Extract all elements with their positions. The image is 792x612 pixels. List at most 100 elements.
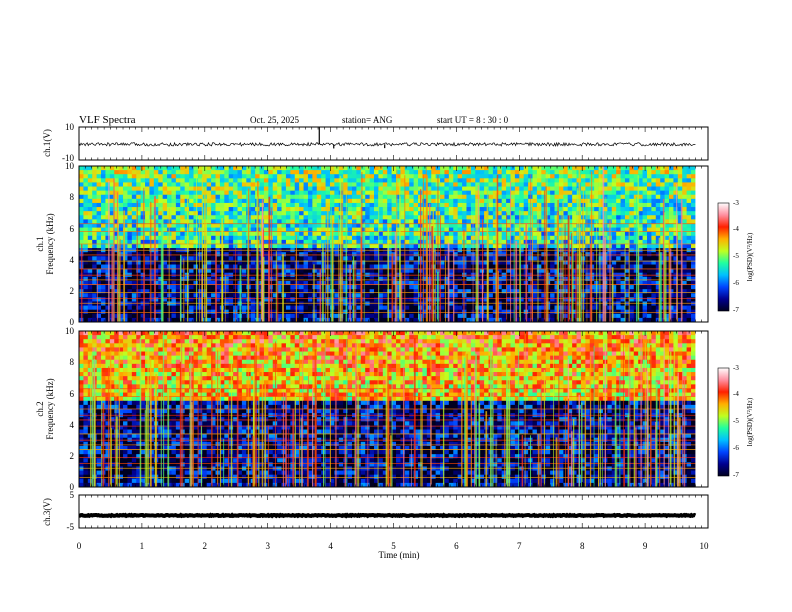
spectrogram-cell (545, 235, 551, 241)
spectrogram-cell (123, 235, 128, 241)
spectrogram-cell (109, 186, 115, 192)
spectrogram-cell (365, 194, 370, 200)
spectrogram-cell (413, 198, 419, 204)
spectrogram-cell (211, 178, 216, 183)
spectrogram-cell (197, 244, 203, 249)
spectrogram-cell (374, 182, 379, 187)
spectrogram-cell (378, 194, 384, 200)
spectrogram-cell (277, 198, 282, 204)
spectrogram-cell (224, 244, 230, 249)
spectrogram-cell (360, 211, 366, 216)
spectrogram-cell (237, 170, 243, 175)
spectrogram-cell (197, 178, 203, 183)
spectrogram-cell (484, 178, 489, 183)
spectrogram-cell (501, 264, 507, 270)
spectrogram-cell (145, 309, 150, 315)
spectrogram-cell (616, 166, 621, 171)
spectrogram-cell (303, 202, 309, 208)
spectrogram-cell (197, 215, 203, 220)
spectrogram-cell (299, 202, 304, 208)
spectrogram-cell (550, 252, 555, 257)
spectrogram-cell (646, 256, 652, 261)
spectrogram-cell (224, 186, 230, 192)
spectrogram-cell (536, 280, 542, 286)
spectrogram-cell (567, 211, 573, 216)
spectrogram-cell (382, 198, 388, 204)
spectrogram-cell (497, 182, 503, 187)
spectrogram-cell (162, 166, 168, 171)
spectrogram-cell (536, 264, 542, 270)
spectrogram-cell (325, 198, 331, 204)
spectrogram-cell (131, 285, 137, 290)
spectrogram-cell (202, 174, 208, 179)
spectrogram-cell (541, 198, 547, 204)
spectrogram-cell (400, 178, 406, 183)
spectrogram-cell (642, 276, 648, 282)
spectrogram-cell (263, 264, 269, 270)
spectrogram-cell (677, 252, 683, 257)
spectrogram-cell (343, 198, 348, 204)
spectrogram-cell (206, 285, 212, 290)
spectrogram-cell (347, 186, 353, 192)
spectrogram-cell (180, 301, 186, 306)
spectrogram-cell (96, 239, 102, 245)
spectrogram-cell (334, 211, 340, 216)
spectrogram-cell (145, 198, 150, 204)
spectrogram-cell (440, 280, 445, 286)
spectrogram-cell (624, 182, 630, 187)
spectrogram-cell (629, 268, 635, 274)
spectrogram-cell (356, 227, 362, 233)
spectrogram-cell (646, 244, 652, 249)
spectrogram-cell (96, 186, 102, 192)
spectrogram-cell (400, 166, 406, 171)
spectrogram-cell (153, 194, 159, 200)
spectrogram-cell (175, 244, 181, 249)
spectrogram-cell (277, 280, 282, 286)
spectrogram-cell (175, 215, 181, 220)
spectrogram-cell (585, 285, 591, 290)
spectrogram-cell (488, 182, 494, 187)
spectrogram-cell (127, 215, 133, 220)
ch1-waveform-trace (78, 141, 696, 147)
spectrogram-cell (118, 231, 124, 237)
spectrogram-cell (404, 235, 410, 241)
spectrogram-cell (431, 166, 437, 171)
spectrogram-cell (127, 178, 133, 183)
spectrogram-cell (338, 178, 344, 183)
spectrogram-cell (624, 239, 630, 245)
spectrogram-cell (263, 202, 269, 208)
spectrogram-cell (655, 264, 661, 270)
spectrogram-cell (475, 186, 481, 192)
spectrogram-cell (620, 198, 626, 204)
spectrogram-cell (484, 301, 489, 306)
spectrogram-cell (484, 297, 489, 302)
spectrogram-cell (294, 186, 300, 192)
spectrogram-cell (211, 166, 216, 171)
spectrogram-cell (294, 252, 300, 257)
spectrogram-cell (360, 280, 366, 286)
spectrogram-cell (462, 186, 467, 192)
spectrogram-cell (453, 174, 459, 179)
spectrogram-cell (281, 235, 287, 241)
spectrogram-cell (501, 211, 507, 216)
spectrogram-cell (312, 207, 318, 212)
spectrogram-cell (307, 231, 313, 237)
spectrogram-cell (669, 264, 674, 270)
spectrogram-cell (294, 178, 300, 183)
spectrogram-cell (382, 305, 388, 311)
spectrogram-cell (536, 256, 542, 261)
spectrogram-cell (114, 256, 120, 261)
spectrogram-cell (127, 190, 133, 196)
spectrogram-cell (686, 194, 692, 200)
spectrogram-cell (440, 202, 445, 208)
spectrogram-cell (479, 215, 485, 220)
spectrogram-cell (532, 244, 538, 249)
spectrogram-cell (131, 174, 137, 179)
spectrogram-cell (541, 170, 547, 175)
spectrogram-cell (541, 289, 547, 294)
spectrogram-cell (136, 190, 142, 196)
spectrogram-cell (563, 174, 569, 179)
spectrogram-cell (215, 244, 221, 249)
spectrogram-cell (673, 207, 679, 212)
spectrogram-cell (316, 174, 322, 179)
